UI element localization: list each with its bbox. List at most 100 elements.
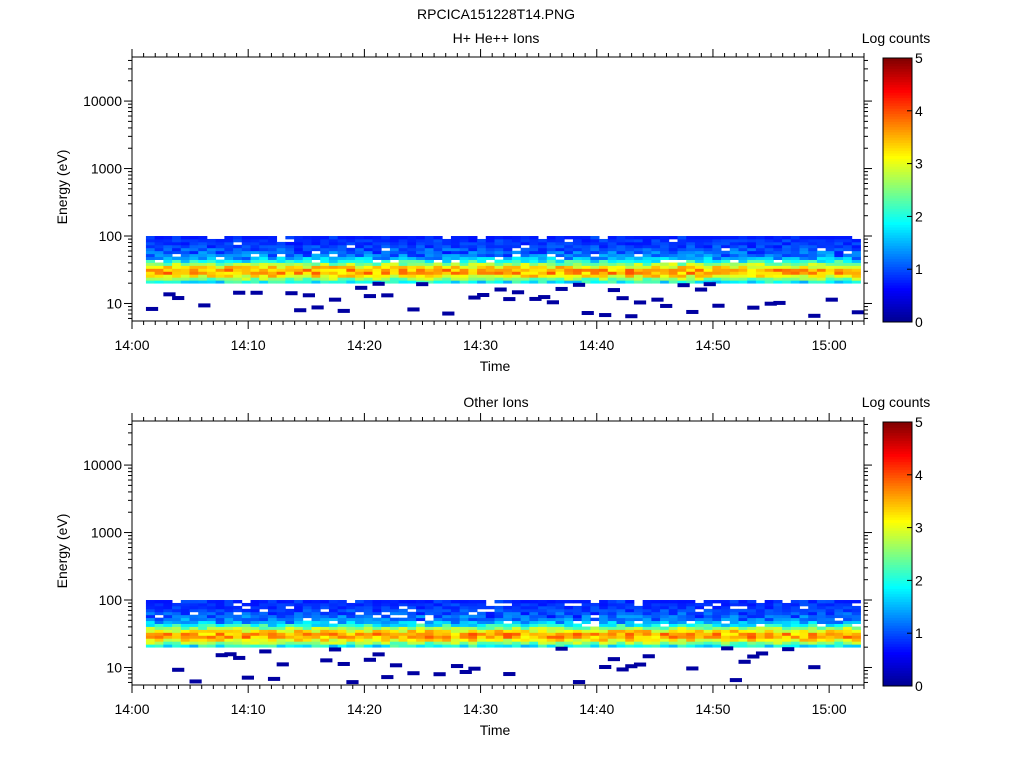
- spectrogram-cell: [424, 256, 434, 260]
- spectrogram-cell: [477, 641, 487, 645]
- spectrogram-cell: [808, 274, 818, 278]
- spectrogram-cell: [581, 277, 591, 281]
- spectrogram-cell: [642, 265, 652, 269]
- spectrogram-cell: [633, 250, 644, 255]
- spectrogram-cell: [555, 626, 565, 630]
- spectrogram-cell: [747, 620, 757, 624]
- spectrogram-cell: [311, 644, 321, 648]
- spectrogram-cell: [398, 262, 408, 266]
- spectrogram-cell: [538, 632, 548, 636]
- spectrogram-cell: [738, 614, 748, 619]
- spectrogram-cell: [625, 620, 635, 624]
- spectrogram-cell: [172, 632, 182, 636]
- spectrogram-cell: [485, 623, 495, 627]
- colorbar-segment: [883, 617, 912, 621]
- spectrogram-cell: [607, 602, 617, 607]
- spectrogram-cell: [206, 626, 217, 630]
- spectrogram-cell: [355, 641, 365, 645]
- spectrogram-cell: [450, 626, 461, 630]
- spectrogram-cell: [241, 644, 251, 648]
- spectrogram-cell: [703, 600, 713, 604]
- spectrogram-cell: [564, 268, 574, 272]
- spectrogram-cell: [721, 608, 731, 613]
- spectrogram-cell: [381, 244, 391, 249]
- spectrogram-cell: [189, 620, 199, 624]
- spectrogram-cell: [633, 605, 644, 610]
- spectrogram-cell: [154, 280, 164, 284]
- x-tick-label: 14:00: [114, 701, 149, 717]
- spectrogram-cell: [180, 605, 190, 610]
- spectrogram-cell: [346, 247, 356, 252]
- spectrogram-cell: [311, 274, 321, 278]
- spectrogram-cell: [320, 644, 330, 648]
- spectrogram-cell: [564, 250, 574, 255]
- spectrogram-cell: [250, 259, 260, 263]
- spectrogram-cell: [416, 626, 426, 630]
- spectrogram-cell: [633, 277, 644, 281]
- spectrogram-cell: [407, 253, 417, 258]
- spectrogram-cell: [363, 253, 373, 258]
- spectrogram-cell: [276, 611, 286, 616]
- spectrogram-cell: [677, 608, 687, 613]
- spectrogram-cell: [346, 635, 356, 639]
- colorbar-segment: [883, 250, 912, 254]
- colorbar-segment: [883, 160, 912, 165]
- spectrogram-cell: [529, 277, 539, 281]
- spectrogram-cell: [782, 605, 792, 610]
- spectrogram-cell: [503, 268, 513, 272]
- spectrogram-cell: [233, 256, 243, 260]
- spectrogram-cell: [250, 238, 260, 243]
- spectrogram-cell: [485, 247, 495, 252]
- spectrogram-cell: [433, 629, 443, 633]
- spectrogram-cell: [433, 614, 443, 619]
- spectrogram-cell: [381, 262, 391, 266]
- spectrogram-cell: [660, 632, 670, 636]
- spectrogram-cell: [328, 277, 339, 281]
- spectrogram-cell: [625, 605, 635, 610]
- spectrogram-cell: [433, 247, 443, 252]
- spectrogram-cell: [215, 253, 225, 258]
- spectrogram-cell: [442, 268, 452, 272]
- spectrogram-cell: [494, 623, 504, 627]
- spectrogram-cell: [790, 253, 800, 258]
- spectrogram-cell: [355, 274, 365, 278]
- spectrogram-cell: [642, 611, 652, 616]
- spectrogram-cell: [651, 629, 661, 633]
- spectrogram-cell: [398, 259, 408, 263]
- colorbar-segment: [883, 451, 912, 455]
- colorbar-segment: [883, 535, 912, 539]
- spectrogram-cell: [180, 611, 190, 616]
- colorbar-segment: [883, 680, 912, 684]
- spectrogram-cell: [198, 632, 208, 636]
- spectrogram-cell: [450, 629, 461, 633]
- spectrogram-cell: [320, 641, 330, 645]
- colorbar-segment: [883, 60, 912, 64]
- spectrogram-cell: [328, 626, 339, 630]
- spectrogram-cell: [407, 620, 417, 624]
- spectrogram-cell: [755, 268, 766, 272]
- spectrogram-cell: [320, 265, 330, 269]
- spectrogram-cell: [276, 614, 286, 619]
- colorbar-segment: [883, 274, 912, 278]
- spectrogram-cell: [442, 611, 452, 616]
- spectrogram-cell: [851, 614, 861, 619]
- spectrogram-cell: [346, 236, 356, 240]
- spectrogram-sparse-cell: [511, 290, 525, 295]
- y-tick-label: 100: [99, 592, 123, 608]
- spectrogram-cell: [233, 244, 243, 249]
- spectrogram-cell: [625, 241, 635, 246]
- spectrogram-cell: [285, 256, 295, 260]
- spectrogram-cell: [503, 623, 513, 627]
- spectrogram-cell: [686, 605, 696, 610]
- spectrogram-cell: [747, 629, 757, 633]
- spectrogram-cell: [529, 238, 539, 243]
- spectrogram-cell: [311, 608, 321, 613]
- spectrogram-cell: [259, 262, 269, 266]
- spectrogram-cell: [346, 605, 356, 610]
- spectrogram-cell: [808, 268, 818, 272]
- spectrogram-cell: [564, 253, 574, 258]
- spectrogram-cell: [581, 274, 591, 278]
- colorbar-tick-label: 1: [915, 261, 923, 277]
- spectrogram-cell: [764, 623, 774, 627]
- spectrogram-cell: [538, 626, 548, 630]
